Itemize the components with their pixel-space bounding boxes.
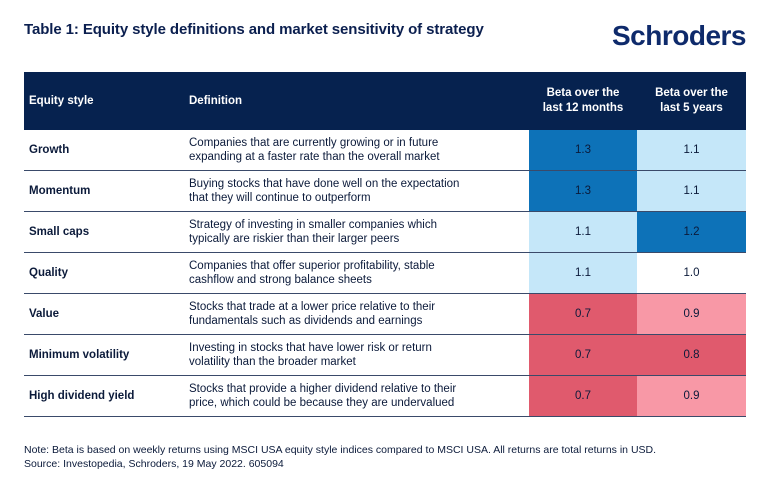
beta-12-months-value: 1.1 bbox=[529, 211, 637, 253]
footnote: Note: Beta is based on weekly returns us… bbox=[24, 443, 656, 471]
table-header-row: Equity style Definition Beta over the la… bbox=[24, 72, 746, 130]
style-name: Small caps bbox=[24, 211, 189, 253]
style-definition: Companies that are currently growing or … bbox=[189, 130, 529, 171]
schroders-logo: Schroders bbox=[612, 20, 747, 51]
beta-5-years-value: 1.2 bbox=[637, 211, 746, 253]
style-name: Minimum volatility bbox=[24, 334, 189, 376]
header-equity-style: Equity style bbox=[24, 72, 189, 130]
definition-line: Companies that are currently growing or … bbox=[189, 137, 439, 149]
definition-line: that they will continue to outperform bbox=[189, 192, 371, 204]
style-definition: Buying stocks that have done well on the… bbox=[189, 170, 529, 212]
table-row: Growth Companies that are currently grow… bbox=[24, 130, 746, 171]
style-name: Quality bbox=[24, 252, 189, 294]
style-name: Growth bbox=[24, 130, 189, 171]
table-row: Minimum volatility Investing in stocks t… bbox=[24, 334, 746, 376]
style-definition: Investing in stocks that have lower risk… bbox=[189, 334, 529, 376]
beta-5-years-value: 1.0 bbox=[637, 252, 746, 294]
beta-5-years-value: 0.8 bbox=[637, 334, 746, 376]
beta-12-months-value: 0.7 bbox=[529, 334, 637, 376]
style-definition: Strategy of investing in smaller compani… bbox=[189, 211, 529, 253]
style-definition: Stocks that trade at a lower price relat… bbox=[189, 293, 529, 335]
style-name: High dividend yield bbox=[24, 375, 189, 417]
header-beta-5-line1: Beta over the bbox=[655, 87, 728, 99]
table-title: Table 1: Equity style definitions and ma… bbox=[24, 21, 484, 38]
beta-5-years-value: 1.1 bbox=[637, 130, 746, 171]
header-beta-12-line2: last 12 months bbox=[542, 102, 624, 114]
table-row: Quality Companies that offer superior pr… bbox=[24, 252, 746, 294]
beta-5-years-value: 0.9 bbox=[637, 293, 746, 335]
header-beta-12-line1: Beta over the bbox=[546, 87, 620, 99]
definition-line: expanding at a faster rate than the over… bbox=[189, 151, 440, 163]
definition-line: Stocks that trade at a lower price relat… bbox=[189, 301, 436, 313]
beta-12-months-value: 0.7 bbox=[529, 293, 637, 335]
beta-12-months-value: 1.1 bbox=[529, 252, 637, 294]
footnote-note-line: Note: Beta is based on weekly returns us… bbox=[24, 444, 657, 456]
beta-5-years-value: 0.9 bbox=[637, 375, 746, 417]
table-row: High dividend yield Stocks that provide … bbox=[24, 375, 746, 417]
table-row: Value Stocks that trade at a lower price… bbox=[24, 293, 746, 335]
definition-line: cashflow and strong balance sheets bbox=[189, 274, 372, 286]
style-definition: Stocks that provide a higher dividend re… bbox=[189, 375, 529, 417]
definition-line: Companies that offer superior profitabil… bbox=[189, 260, 435, 272]
definition-line: Investing in stocks that have lower risk… bbox=[189, 342, 432, 354]
definition-line: volatility than the broader market bbox=[189, 356, 356, 368]
style-name: Value bbox=[24, 293, 189, 335]
header-definition: Definition bbox=[189, 72, 529, 130]
definition-line: Strategy of investing in smaller compani… bbox=[189, 219, 438, 231]
header-beta-5-years: Beta over the last 5 years bbox=[637, 72, 746, 130]
beta-12-months-value: 1.3 bbox=[529, 130, 637, 171]
style-name: Momentum bbox=[24, 170, 189, 212]
definition-line: typically are riskier than their larger … bbox=[189, 233, 400, 245]
definition-line: Buying stocks that have done well on the… bbox=[189, 178, 460, 190]
definition-line: fundamentals such as dividends and earni… bbox=[189, 315, 423, 327]
beta-5-years-value: 1.1 bbox=[637, 170, 746, 212]
footnote-source-line: Source: Investopedia, Schroders, 19 May … bbox=[24, 458, 284, 470]
definition-line: price, which could be because they are u… bbox=[189, 397, 455, 409]
definition-line: Stocks that provide a higher dividend re… bbox=[189, 383, 457, 395]
table-row: Momentum Buying stocks that have done we… bbox=[24, 170, 746, 212]
style-definition: Companies that offer superior profitabil… bbox=[189, 252, 529, 294]
beta-12-months-value: 1.3 bbox=[529, 170, 637, 212]
equity-style-table: Equity style Definition Beta over the la… bbox=[24, 72, 746, 417]
header-beta-5-line2: last 5 years bbox=[660, 102, 723, 114]
table-row: Small caps Strategy of investing in smal… bbox=[24, 211, 746, 253]
header-beta-12-months: Beta over the last 12 months bbox=[529, 72, 637, 130]
beta-12-months-value: 0.7 bbox=[529, 375, 637, 417]
